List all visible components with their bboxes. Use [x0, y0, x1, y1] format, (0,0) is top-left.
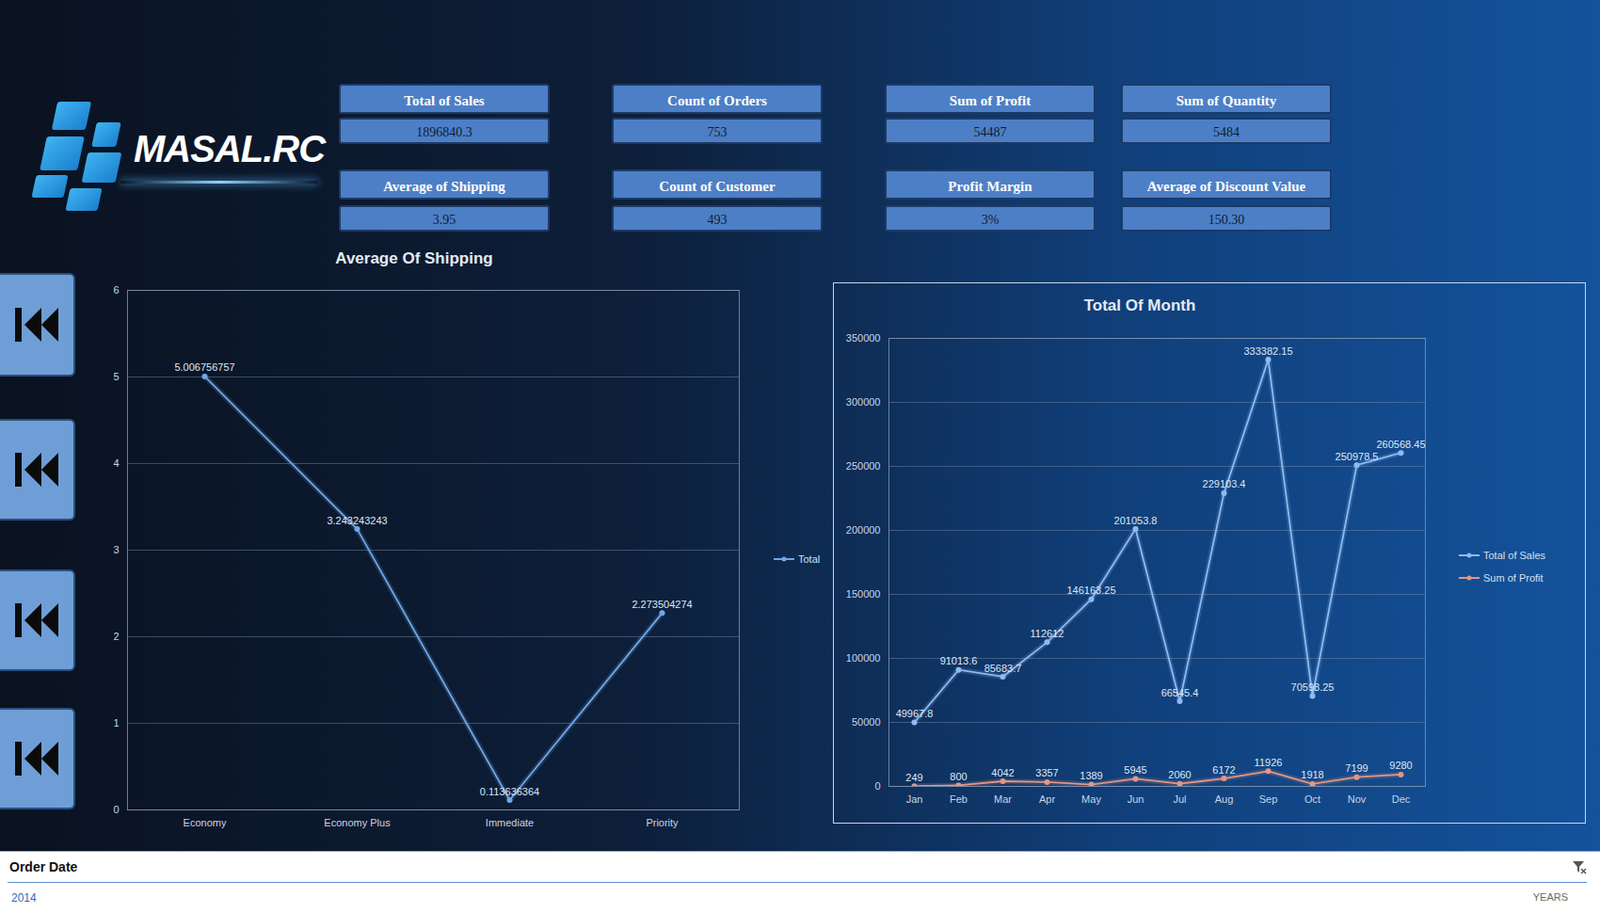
svg-text:200000: 200000 [846, 524, 881, 536]
svg-text:Jun: Jun [1127, 793, 1145, 805]
svg-text:Aug: Aug [1215, 793, 1234, 805]
svg-text:5.006756757: 5.006756757 [174, 361, 235, 373]
html-text:1896840.3: 1896840.3 [416, 125, 473, 140]
svg-text:146163.25: 146163.25 [1067, 584, 1117, 596]
svg-text:2.273504274: 2.273504274 [631, 598, 692, 610]
html-text:Average Of Shipping: Average Of Shipping [335, 249, 493, 268]
svg-text:4: 4 [112, 457, 119, 469]
html-text:753: 753 [707, 125, 728, 140]
svg-text:Nov: Nov [1347, 793, 1367, 805]
html-text:Total of Sales: Total of Sales [404, 93, 485, 109]
html-text:54487: 54487 [973, 125, 1007, 140]
svg-text:50000: 50000 [851, 716, 881, 728]
html-text:Average of Shipping: Average of Shipping [383, 178, 506, 194]
svg-text:7199: 7199 [1344, 762, 1368, 774]
svg-text:70598.25: 70598.25 [1291, 681, 1335, 693]
svg-text:6172: 6172 [1212, 764, 1235, 776]
svg-text:100000: 100000 [846, 652, 881, 664]
svg-text:0: 0 [874, 780, 880, 792]
html-text:3%: 3% [981, 212, 999, 227]
svg-text:Dec: Dec [1392, 793, 1411, 805]
svg-text:Oct: Oct [1304, 793, 1321, 805]
svg-text:0: 0 [112, 803, 119, 816]
html-text:Total Of Month: Total Of Month [1083, 296, 1196, 315]
html-text:493: 493 [707, 212, 728, 227]
svg-text:Priority: Priority [645, 816, 679, 829]
svg-text:49967.8: 49967.8 [896, 707, 934, 720]
svg-text:66545.4: 66545.4 [1161, 687, 1200, 699]
svg-text:Apr: Apr [1039, 793, 1056, 805]
html-text:Sum of Quantity: Sum of Quantity [1176, 93, 1277, 109]
svg-text:3: 3 [112, 544, 119, 556]
svg-text:3.243243243: 3.243243243 [326, 514, 387, 527]
svg-text:1389: 1389 [1079, 769, 1103, 782]
svg-text:Feb: Feb [949, 793, 968, 805]
svg-text:5945: 5945 [1123, 764, 1147, 776]
svg-text:Jul: Jul [1172, 793, 1186, 805]
svg-text:260568.45: 260568.45 [1376, 438, 1426, 450]
svg-text:249: 249 [905, 771, 923, 784]
svg-text:350000: 350000 [846, 332, 881, 344]
svg-text:2: 2 [112, 630, 119, 642]
svg-text:229103.4: 229103.4 [1202, 478, 1247, 490]
html-text:150.30: 150.30 [1208, 212, 1245, 227]
svg-text:333382.15: 333382.15 [1244, 345, 1294, 357]
html-text:Sum of Profit: Sum of Profit [949, 93, 1031, 109]
svg-text:112612: 112612 [1030, 627, 1065, 640]
html-text:Total: Total [798, 553, 821, 565]
svg-text:1: 1 [112, 717, 119, 729]
svg-text:201053.8: 201053.8 [1114, 514, 1158, 527]
html-text:YEARS: YEARS [1532, 891, 1568, 903]
html-text:Count of Orders: Count of Orders [667, 93, 767, 109]
html-text:Average of Discount Value: Average of Discount Value [1147, 178, 1306, 194]
svg-text:0.113636364: 0.113636364 [480, 785, 540, 798]
svg-text:1918: 1918 [1300, 768, 1324, 781]
svg-text:4042: 4042 [991, 767, 1014, 779]
svg-text:300000: 300000 [846, 396, 881, 408]
html-text:Total of Sales: Total of Sales [1483, 549, 1546, 561]
html-text:3.95: 3.95 [432, 212, 456, 227]
svg-text:Economy Plus: Economy Plus [323, 816, 391, 829]
svg-text:Mar: Mar [993, 793, 1012, 805]
html-text:Order Date: Order Date [9, 859, 78, 875]
svg-text:May: May [1081, 793, 1102, 805]
svg-text:91013.6: 91013.6 [940, 655, 978, 667]
svg-text:11926: 11926 [1254, 756, 1283, 768]
svg-text:5: 5 [112, 370, 119, 383]
svg-text:Sep: Sep [1259, 793, 1279, 805]
svg-text:800: 800 [949, 770, 967, 783]
html-text:Profit Margin: Profit Margin [948, 178, 1033, 194]
html-text:5484: 5484 [1213, 125, 1240, 140]
svg-text:250978.5: 250978.5 [1335, 450, 1379, 463]
svg-text:150000: 150000 [846, 588, 881, 600]
svg-text:85683.7: 85683.7 [984, 661, 1023, 673]
svg-text:2060: 2060 [1168, 768, 1191, 781]
svg-text:6: 6 [112, 284, 119, 296]
svg-text:3357: 3357 [1035, 767, 1058, 779]
svg-text:Economy: Economy [183, 816, 227, 829]
svg-text:Jan: Jan [906, 793, 924, 805]
svg-text:Immediate: Immediate [485, 816, 534, 829]
html-text:Count of Customer: Count of Customer [659, 178, 776, 194]
html-text:MASAL.RC: MASAL.RC [133, 128, 325, 170]
svg-text:9280: 9280 [1389, 759, 1412, 771]
html-text:2014: 2014 [11, 891, 37, 905]
svg-text:250000: 250000 [846, 460, 881, 472]
html-text:Sum of Profit: Sum of Profit [1483, 572, 1544, 584]
